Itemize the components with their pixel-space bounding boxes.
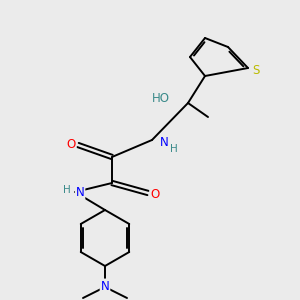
Text: H: H <box>63 185 71 195</box>
Text: HO: HO <box>152 92 170 104</box>
Text: O: O <box>150 188 160 200</box>
Text: O: O <box>66 137 76 151</box>
Text: N: N <box>76 187 84 200</box>
Text: S: S <box>252 64 260 76</box>
Text: N: N <box>100 280 109 292</box>
Text: N: N <box>160 136 168 148</box>
Text: H: H <box>170 144 178 154</box>
